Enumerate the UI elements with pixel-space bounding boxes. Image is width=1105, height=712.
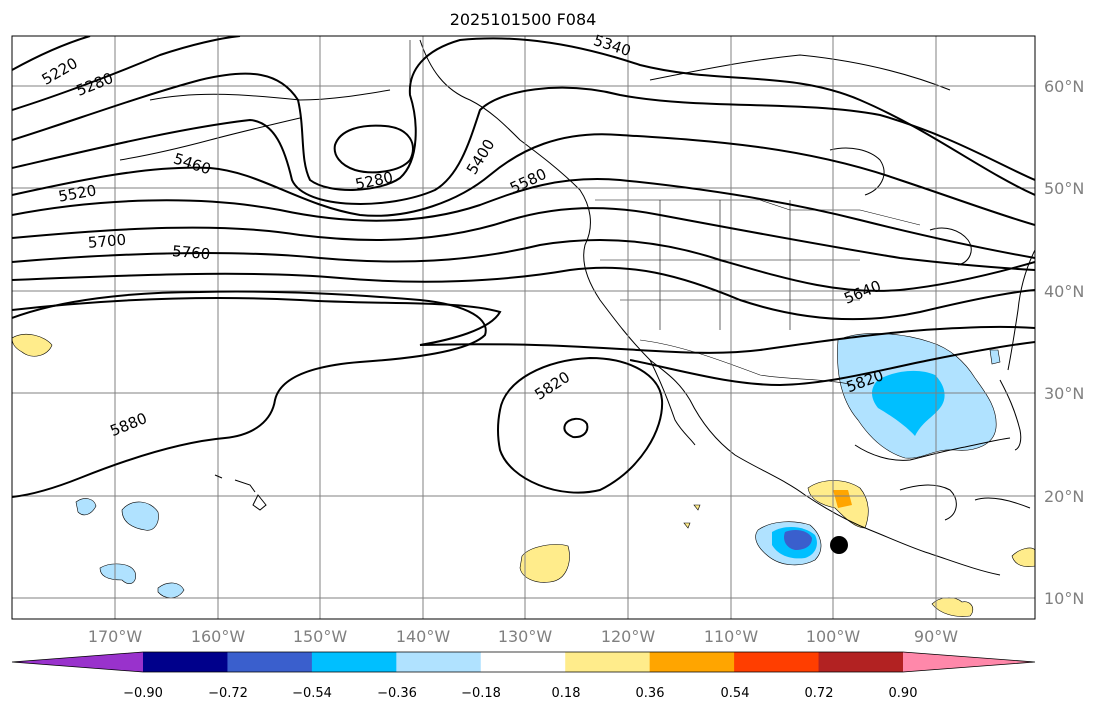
lon-label: 110°W (704, 627, 759, 646)
shade-pacific-royal-blue (784, 530, 812, 550)
shade-yellow-west (12, 334, 53, 357)
shade-yellow-tiny-1 (693, 504, 701, 511)
contour-5700 (12, 266, 1035, 321)
shade-yellow-tiny-2 (683, 522, 691, 529)
lat-label: 60°N (1044, 77, 1084, 96)
yucatan (899, 484, 957, 521)
contour-5460 (12, 133, 1035, 226)
political-boundaries (409, 40, 921, 386)
colorbar-tick-label: 0.72 (805, 686, 834, 701)
shade-orange-mexico (833, 490, 852, 508)
hawaii-islands (214, 474, 267, 511)
contour-5820-main (12, 290, 1035, 498)
colorbar-segment (649, 652, 735, 672)
alaska-coast (149, 89, 391, 101)
map-frame (11, 35, 1036, 620)
colorbar-tick-label: −0.72 (208, 686, 248, 701)
height-contours (12, 36, 1035, 498)
colorbar-segment (311, 652, 397, 672)
colorbar-tick-label: 0.18 (552, 686, 581, 701)
map-title: 2025101500 F084 (450, 10, 597, 29)
lon-label: 170°W (88, 627, 143, 646)
shade-gulf-cyan (872, 370, 945, 436)
shade-blue-hawaii-1 (121, 501, 159, 531)
contour-5640 (12, 239, 1035, 292)
contour-5580 (12, 207, 1035, 271)
lon-label: 160°W (191, 627, 246, 646)
contour-5280-west (12, 36, 241, 111)
storm-marker (830, 536, 848, 554)
contour-5340 (12, 37, 1035, 196)
colorbar-tick-label: 0.90 (889, 686, 918, 701)
colorbar-segment (396, 652, 482, 672)
colorbar-extend-left (12, 652, 143, 672)
aleutians (119, 117, 301, 161)
north-america-west-coast (419, 39, 806, 496)
baja-california (649, 359, 696, 446)
contour-5820-cell (497, 356, 664, 494)
colorbar-tick-label: −0.18 (461, 686, 501, 701)
colorbar-tick-label: 0.54 (721, 686, 750, 701)
shade-blue-hawaii-4 (157, 582, 185, 599)
shade-blue-hawaii-2 (75, 498, 97, 516)
longitude-labels: 170°W 160°W 150°W 140°W 130°W 120°W 110°… (88, 627, 958, 646)
colorbar-segment (734, 652, 820, 672)
lat-label: 10°N (1044, 589, 1084, 608)
lon-label: 120°W (601, 627, 656, 646)
map-area (12, 36, 1035, 619)
colorbar (11, 651, 1036, 673)
contour-5280-low (333, 124, 414, 174)
lon-label: 140°W (396, 627, 451, 646)
contour-5880-cell (563, 417, 589, 439)
colorbar-outline (11, 651, 1036, 673)
anomaly-shading (12, 333, 1035, 617)
colorbar-ticks: −0.90 −0.72 −0.54 −0.36 −0.18 0.18 0.36 … (123, 686, 917, 701)
latitude-labels: 60°N 50°N 40°N 30°N 20°N 10°N (1044, 77, 1084, 608)
colorbar-extend-right (903, 652, 1035, 672)
lon-label: 100°W (806, 627, 861, 646)
colorbar-tick-label: −0.90 (123, 686, 163, 701)
colorbar-segment (480, 652, 566, 672)
colorbar-tick-label: −0.36 (377, 686, 417, 701)
shade-blue-hawaii-3 (99, 563, 136, 584)
contour-label: 5700 (87, 231, 127, 252)
shade-gulf-small-blue (989, 349, 1001, 365)
colorbar-tick-label: 0.36 (636, 686, 665, 701)
colorbar-segment (143, 652, 228, 672)
contour-5760 (12, 297, 1035, 354)
shade-yellow-caribbean (1011, 547, 1035, 567)
lat-label: 20°N (1044, 487, 1084, 506)
lon-label: 90°W (914, 627, 958, 646)
lat-label: 50°N (1044, 179, 1084, 198)
colorbar-segment (565, 652, 651, 672)
contour-5220 (12, 36, 91, 71)
lat-label: 40°N (1044, 282, 1084, 301)
lon-label: 130°W (498, 627, 553, 646)
colorbar-segment (818, 652, 904, 672)
east-coast (1007, 249, 1035, 371)
contour-5400 (12, 86, 1035, 205)
shade-yellow-pacific (519, 544, 570, 583)
graticule-lines (12, 36, 1035, 619)
gulf-coast (854, 437, 1011, 461)
contour-5520 (12, 178, 1035, 259)
colorbar-segment (227, 652, 313, 672)
cuba (974, 497, 1031, 509)
us-mexico-border (639, 339, 856, 386)
lon-label: 150°W (293, 627, 348, 646)
canada-north (649, 54, 951, 91)
coastlines (119, 39, 1035, 576)
lat-label: 30°N (1044, 384, 1084, 403)
contour-label: 5760 (171, 242, 211, 263)
great-lakes (929, 227, 972, 266)
colorbar-tick-label: −0.54 (292, 686, 332, 701)
